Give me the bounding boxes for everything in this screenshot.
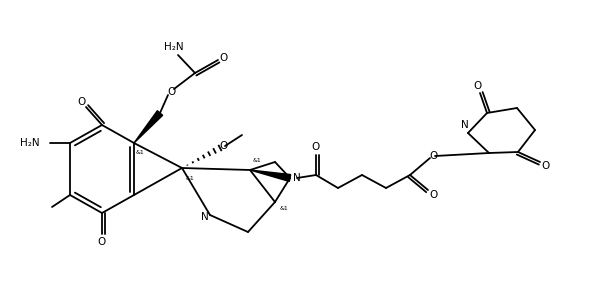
Text: &1: &1 bbox=[280, 205, 289, 210]
Text: &1: &1 bbox=[136, 150, 145, 155]
Text: O: O bbox=[219, 53, 227, 63]
Text: N: N bbox=[461, 120, 469, 130]
Text: O: O bbox=[167, 87, 175, 97]
Text: &1: &1 bbox=[186, 177, 195, 182]
Text: H₂N: H₂N bbox=[164, 42, 184, 52]
Text: O: O bbox=[220, 141, 228, 151]
Text: N: N bbox=[201, 212, 209, 222]
Text: O: O bbox=[473, 81, 481, 91]
Text: O: O bbox=[430, 151, 438, 161]
Text: O: O bbox=[98, 237, 106, 247]
Text: O: O bbox=[312, 142, 320, 152]
Text: O: O bbox=[77, 97, 85, 107]
Text: N: N bbox=[293, 173, 301, 183]
Polygon shape bbox=[250, 170, 290, 181]
Text: O: O bbox=[541, 161, 549, 171]
Text: &1: &1 bbox=[253, 159, 262, 164]
Text: O: O bbox=[429, 190, 437, 200]
Polygon shape bbox=[134, 111, 163, 143]
Text: H₂N: H₂N bbox=[20, 138, 40, 148]
